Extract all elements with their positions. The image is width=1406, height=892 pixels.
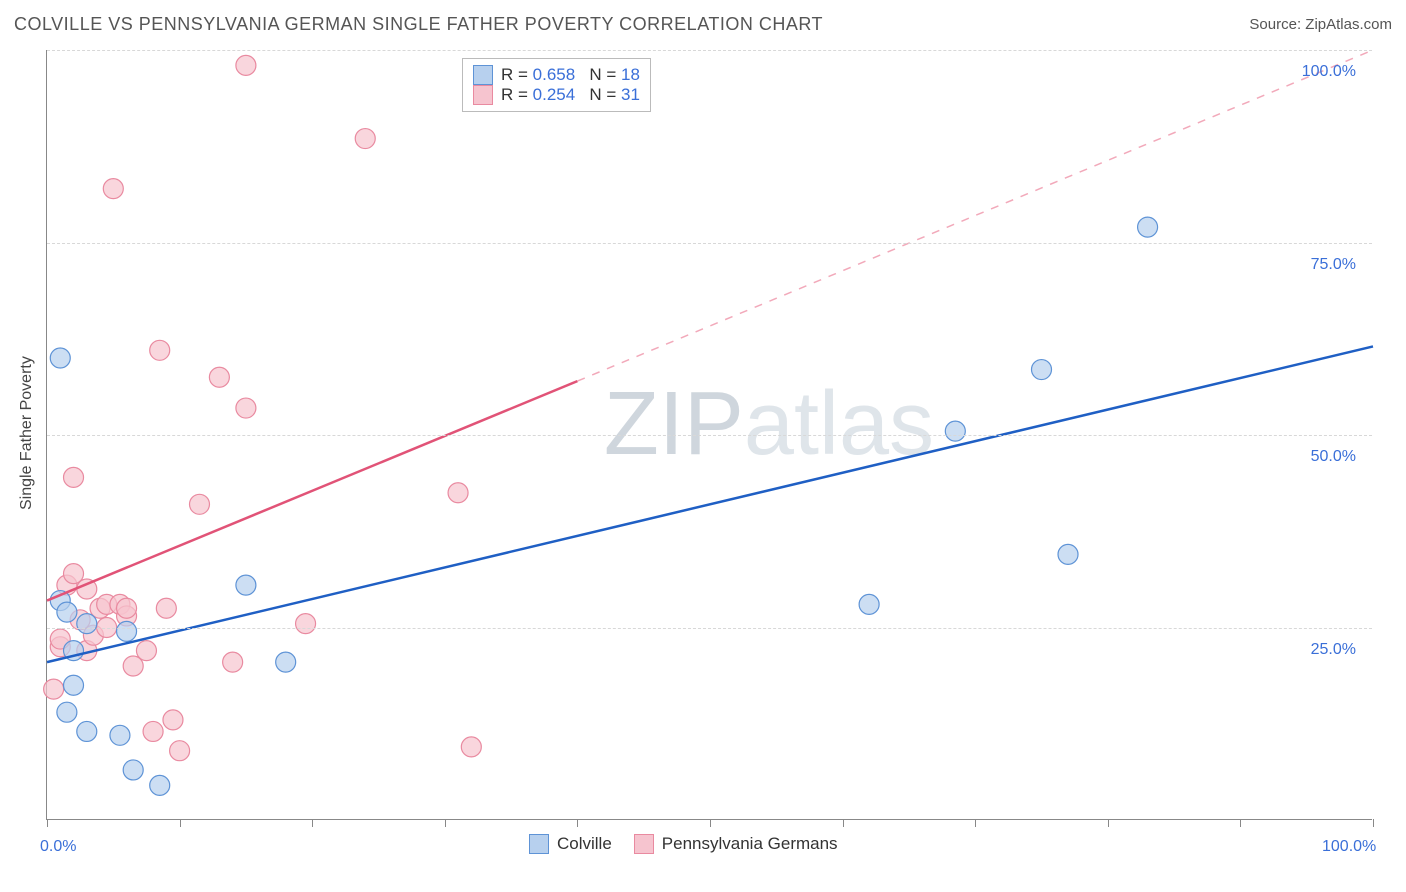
data-point: [50, 348, 70, 368]
data-point: [170, 741, 190, 761]
correlation-legend: R = 0.658 N = 18R = 0.254 N = 31: [462, 58, 651, 112]
legend-stat-row: R = 0.254 N = 31: [473, 85, 640, 105]
x-tick: [710, 819, 711, 827]
data-point: [945, 421, 965, 441]
trend-line: [47, 381, 577, 600]
data-point: [64, 675, 84, 695]
series-legend-item: Pennsylvania Germans: [634, 834, 838, 854]
data-point: [448, 483, 468, 503]
data-point: [209, 367, 229, 387]
data-point: [110, 725, 130, 745]
data-point: [296, 614, 316, 634]
gridline: [47, 243, 1372, 244]
trend-line: [577, 50, 1373, 381]
legend-swatch: [529, 834, 549, 854]
x-tick: [975, 819, 976, 827]
data-point: [150, 775, 170, 795]
source-prefix: Source:: [1249, 16, 1305, 33]
data-point: [163, 710, 183, 730]
data-point: [1032, 360, 1052, 380]
legend-stat-text: R = 0.658 N = 18: [501, 65, 640, 85]
data-point: [44, 679, 64, 699]
y-tick-label: 75.0%: [1311, 256, 1356, 274]
data-point: [136, 641, 156, 661]
legend-swatch: [473, 85, 493, 105]
data-point: [236, 575, 256, 595]
series-legend: Colville Pennsylvania Germans: [529, 834, 838, 854]
data-point: [156, 598, 176, 618]
data-point: [276, 652, 296, 672]
legend-stat-text: R = 0.254 N = 31: [501, 85, 640, 105]
data-point: [223, 652, 243, 672]
x-tick: [180, 819, 181, 827]
data-point: [117, 598, 137, 618]
chart-title: COLVILLE VS PENNSYLVANIA GERMAN SINGLE F…: [14, 14, 823, 35]
legend-swatch: [473, 65, 493, 85]
y-tick-label: 25.0%: [1311, 641, 1356, 659]
plot-area: ZIPatlas R = 0.658 N = 18R = 0.254 N = 3…: [46, 50, 1372, 820]
x-tick: [577, 819, 578, 827]
x-tick: [843, 819, 844, 827]
legend-swatch: [634, 834, 654, 854]
trend-line: [47, 346, 1373, 662]
data-point: [1138, 217, 1158, 237]
gridline: [47, 628, 1372, 629]
x-tick: [1373, 819, 1374, 827]
data-point: [64, 467, 84, 487]
y-tick-label: 100.0%: [1302, 63, 1356, 81]
x-axis-max-label: 100.0%: [1322, 838, 1376, 856]
data-point: [1058, 544, 1078, 564]
x-tick: [312, 819, 313, 827]
gridline: [47, 50, 1372, 51]
data-point: [150, 340, 170, 360]
series-name: Colville: [557, 834, 612, 854]
data-point: [77, 614, 97, 634]
data-point: [117, 621, 137, 641]
data-point: [236, 55, 256, 75]
data-point: [461, 737, 481, 757]
y-tick-label: 50.0%: [1311, 448, 1356, 466]
gridline: [47, 435, 1372, 436]
x-tick: [1240, 819, 1241, 827]
data-point: [103, 179, 123, 199]
data-point: [355, 129, 375, 149]
source-attribution: Source: ZipAtlas.com: [1249, 16, 1392, 33]
x-axis-min-label: 0.0%: [40, 838, 76, 856]
x-tick: [445, 819, 446, 827]
data-point: [143, 721, 163, 741]
y-axis-title: Single Father Poverty: [18, 356, 36, 510]
data-point: [57, 702, 77, 722]
data-point: [859, 594, 879, 614]
series-name: Pennsylvania Germans: [662, 834, 838, 854]
source-name: ZipAtlas.com: [1305, 16, 1392, 33]
data-point: [57, 602, 77, 622]
data-point: [77, 721, 97, 741]
data-point: [236, 398, 256, 418]
data-point: [123, 760, 143, 780]
x-tick: [47, 819, 48, 827]
series-legend-item: Colville: [529, 834, 612, 854]
legend-stat-row: R = 0.658 N = 18: [473, 65, 640, 85]
x-tick: [1108, 819, 1109, 827]
data-point: [189, 494, 209, 514]
